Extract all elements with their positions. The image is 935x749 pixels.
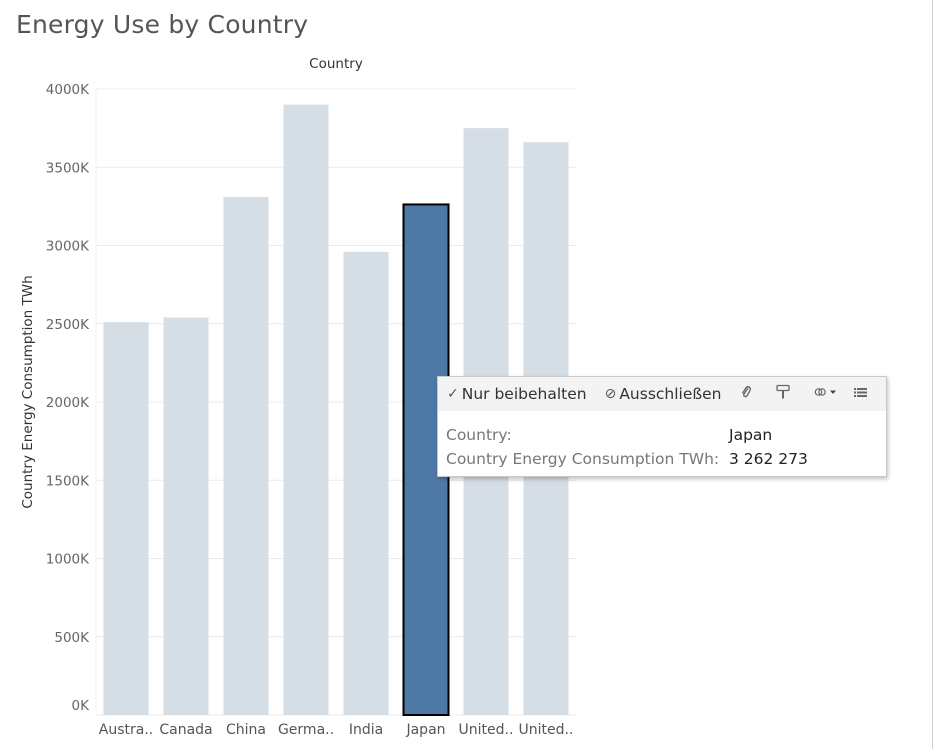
tooltip-field-value: Japan <box>729 426 773 444</box>
format-brush-icon[interactable] <box>775 384 790 404</box>
checkmark-icon: ✓ <box>447 386 459 402</box>
tooltip-field-label: Country: <box>446 426 512 444</box>
x-category-label: China <box>226 722 266 738</box>
bar[interactable] <box>103 322 149 715</box>
tooltip-body: Country: Japan Country Energy Consumptio… <box>438 411 886 471</box>
y-tick-label: 2000K <box>46 395 90 411</box>
keep-only-label: Nur beibehalten <box>461 385 587 403</box>
bar[interactable] <box>343 251 389 715</box>
y-tick-label: 3500K <box>46 160 90 176</box>
y-axis-ticks: 0K 500K 1000K 1500K 2000K 2500K 3000K 3500K 4000… <box>46 82 90 714</box>
page-title: Energy Use by Country <box>16 10 309 39</box>
y-tick-label: 3000K <box>46 239 90 255</box>
bars <box>103 104 569 716</box>
view-data-icon[interactable] <box>853 386 867 402</box>
pane-border <box>932 0 933 749</box>
exclude-icon: ⊘ <box>604 386 617 402</box>
x-category-label: Canada <box>159 722 212 738</box>
exclude-label: Ausschließen <box>619 385 722 403</box>
y-tick-label: 4000K <box>46 82 90 98</box>
y-axis-title: Country Energy Consumption TWh <box>20 275 36 508</box>
x-category-label: Germa.. <box>278 722 334 738</box>
bar[interactable] <box>283 104 329 715</box>
x-category-label: Japan <box>405 722 445 738</box>
tooltip-toolbar: ✓ Nur beibehalten ⊘ Ausschließen <box>438 377 886 411</box>
y-tick-label: 0K <box>72 698 91 714</box>
group-members-icon[interactable] <box>814 386 838 402</box>
tooltip: ✓ Nur beibehalten ⊘ Ausschließen Country… <box>437 376 887 477</box>
y-tick-label: 1500K <box>46 473 90 489</box>
exclude-button[interactable]: ⊘ Ausschließen <box>605 385 722 403</box>
x-category-label: United.. <box>459 722 514 738</box>
bar[interactable] <box>163 317 209 715</box>
y-tick-label: 1000K <box>46 552 90 568</box>
bar[interactable] <box>223 196 269 716</box>
paperclip-icon[interactable] <box>740 385 752 403</box>
x-axis-labels: Austra.. Canada China Germa.. India Japan Unit… <box>99 722 574 738</box>
x-category-label: Austra.. <box>99 722 153 738</box>
tooltip-row-country: Country: Japan <box>446 423 886 447</box>
keep-only-button[interactable]: ✓ Nur beibehalten <box>447 385 587 403</box>
tooltip-field-label: Country Energy Consumption TWh: <box>446 450 720 468</box>
x-axis-header: Country <box>309 56 363 72</box>
tooltip-field-value: 3 262 273 <box>729 450 808 468</box>
tooltip-row-consumption: Country Energy Consumption TWh: 3 262 27… <box>446 447 886 471</box>
y-tick-label: 500K <box>54 630 90 646</box>
y-tick-label: 2500K <box>46 317 90 333</box>
x-category-label: United.. <box>519 722 574 738</box>
x-category-label: India <box>349 722 383 738</box>
